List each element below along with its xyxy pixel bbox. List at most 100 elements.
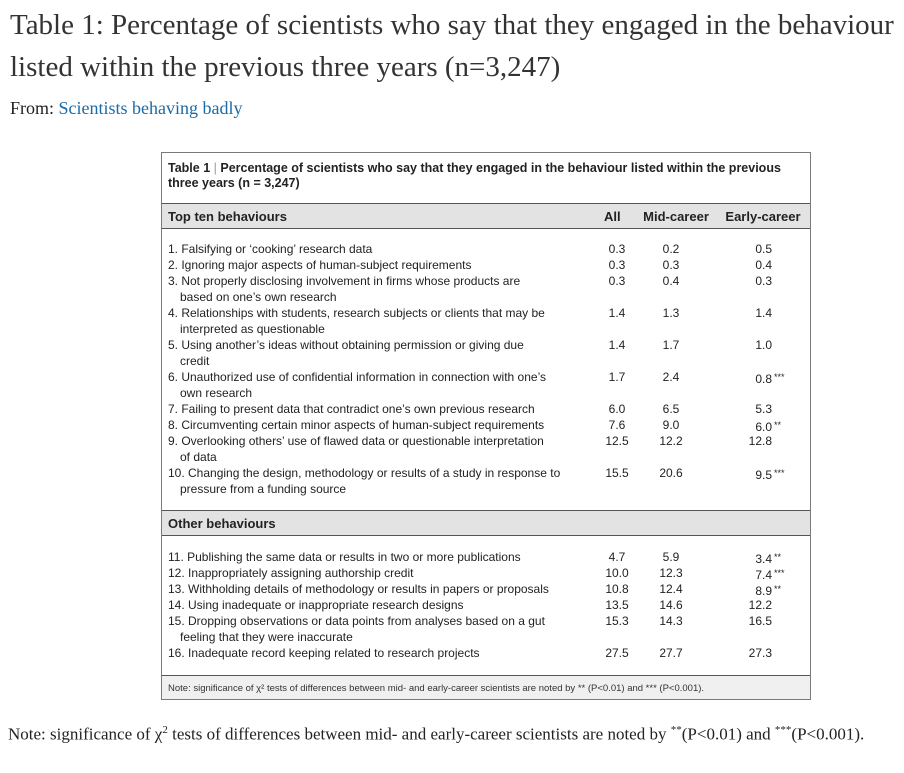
behaviour-label-line: 13. Withholding details of methodology o…: [168, 582, 549, 596]
column-header-all: All: [604, 209, 621, 224]
value-all: 27.5: [605, 646, 629, 660]
value-mid-career: 9.0: [662, 418, 680, 432]
value-mid-career: 12.2: [659, 434, 683, 448]
value-early-career: 3.4 **: [734, 549, 804, 567]
significance-marker: ***: [774, 568, 785, 578]
behaviour-label: 13. Withholding details of methodology o…: [168, 581, 568, 597]
behaviour-label: 4. Relationships with students, research…: [168, 305, 568, 337]
table-row: 9. Overlooking others’ use of flawed dat…: [162, 433, 810, 465]
value-mid-career: 14.3: [659, 614, 683, 628]
value-early-career-number: 6.0: [755, 420, 772, 434]
value-mid-career: 6.5: [662, 402, 680, 416]
value-early-career-number: 7.4: [755, 568, 772, 582]
value-all: 12.5: [605, 434, 629, 448]
table-row: 1. Falsifying or ‘cooking’ research data…: [162, 241, 810, 257]
footnote-sig-triple: ***: [774, 724, 792, 736]
value-early-career: 16.5: [734, 613, 804, 629]
column-header-mid-career: Mid-career: [643, 209, 709, 224]
behaviour-label-line: 8. Circumventing certain minor aspects o…: [168, 418, 545, 432]
value-early-career: 12.8: [734, 433, 804, 449]
value-all: 6.0: [608, 402, 626, 416]
value-mid-career: 20.6: [659, 466, 683, 480]
value-early-career: 0.5: [734, 241, 804, 257]
behaviour-label-line: 10. Changing the design, methodology or …: [168, 466, 561, 480]
value-all: 0.3: [608, 242, 626, 256]
table-row: 6. Unauthorized use of confidential info…: [162, 369, 810, 401]
value-early-career: 7.4 ***: [734, 565, 804, 583]
behaviour-label-line: 11. Publishing the same data or results …: [168, 550, 521, 564]
value-early-career: 12.2: [734, 597, 804, 613]
behaviour-label: 15. Dropping observations or data points…: [168, 613, 568, 645]
behaviour-label: 16. Inadequate record keeping related to…: [168, 645, 568, 661]
source-article-link[interactable]: Scientists behaving badly: [58, 98, 243, 118]
behaviour-label-line: 6. Unauthorized use of confidential info…: [168, 370, 547, 384]
behaviour-label-line: 12. Inappropriately assigning authorship…: [168, 566, 414, 580]
behaviour-label: 10. Changing the design, methodology or …: [168, 465, 568, 497]
table-row: 13. Withholding details of methodology o…: [162, 581, 810, 599]
value-early-career: 8.9 **: [734, 581, 804, 599]
other-behaviour-rows: 11. Publishing the same data or results …: [162, 549, 810, 661]
value-early-career: 0.4: [734, 257, 804, 273]
footnote-text: tests of differences between mid- and ea…: [167, 724, 671, 744]
value-all: 10.0: [605, 566, 629, 580]
behaviour-label: 2. Ignoring major aspects of human-subje…: [168, 257, 568, 273]
value-early-career-number: 0.4: [755, 258, 772, 272]
section-header-other: Other behaviours: [162, 510, 810, 536]
value-all: 15.5: [605, 466, 629, 480]
table-row: 10. Changing the design, methodology or …: [162, 465, 810, 497]
value-all: 13.5: [605, 598, 629, 612]
table-row: 4. Relationships with students, research…: [162, 305, 810, 337]
value-early-career-number: 9.5: [755, 468, 772, 482]
significance-marker: **: [774, 420, 782, 430]
table-row: 15. Dropping observations or data points…: [162, 613, 810, 645]
footnote-sig-double: **: [670, 724, 682, 736]
value-early-career-number: 1.0: [755, 338, 772, 352]
behaviour-label: 11. Publishing the same data or results …: [168, 549, 568, 565]
table-row: 5. Using another’s ideas without obtaini…: [162, 337, 810, 369]
footnote-text: (P<0.01) and: [681, 724, 775, 744]
table-figure: Table 1 | Percentage of scientists who s…: [161, 152, 811, 700]
behaviour-label-line: interpreted as questionable: [180, 322, 325, 336]
behaviour-label-line: 5. Using another’s ideas without obtaini…: [168, 338, 524, 352]
behaviour-label: 7. Failing to present data that contradi…: [168, 401, 568, 417]
figure-note: Note: significance of χ² tests of differ…: [162, 675, 810, 699]
behaviour-label: 1. Falsifying or ‘cooking’ research data: [168, 241, 568, 257]
behaviour-label: 6. Unauthorized use of confidential info…: [168, 369, 568, 401]
behaviour-label: 5. Using another’s ideas without obtaini…: [168, 337, 568, 369]
behaviour-label: 9. Overlooking others’ use of flawed dat…: [168, 433, 568, 465]
behaviour-label-line: own research: [180, 386, 253, 400]
value-mid-career: 12.3: [659, 566, 683, 580]
table-row: 2. Ignoring major aspects of human-subje…: [162, 257, 810, 273]
column-header-early-career: Early-career: [725, 209, 801, 224]
value-mid-career: 27.7: [659, 646, 683, 660]
value-early-career: 5.3: [734, 401, 804, 417]
table-row: 14. Using inadequate or inappropriate re…: [162, 597, 810, 613]
value-mid-career: 1.7: [662, 338, 680, 352]
behaviour-label-line: 15. Dropping observations or data points…: [168, 614, 545, 628]
section-heading: Other behaviours: [168, 516, 276, 531]
value-early-career-number: 0.5: [755, 242, 772, 256]
table-row: 7. Failing to present data that contradi…: [162, 401, 810, 417]
behaviour-label-line: 7. Failing to present data that contradi…: [168, 402, 535, 416]
value-early-career-number: 8.9: [755, 584, 772, 598]
behaviour-label-line: 9. Overlooking others’ use of flawed dat…: [168, 434, 544, 448]
behaviour-label-line: of data: [180, 450, 217, 464]
value-early-career: 0.3: [734, 273, 804, 289]
table-row: 3. Not properly disclosing involvement i…: [162, 273, 810, 305]
value-all: 15.3: [605, 614, 629, 628]
from-line: From: Scientists behaving badly: [10, 98, 243, 119]
top-ten-rows: 1. Falsifying or ‘cooking’ research data…: [162, 241, 810, 497]
table-row: 8. Circumventing certain minor aspects o…: [162, 417, 810, 435]
value-mid-career: 14.6: [659, 598, 683, 612]
value-early-career: 6.0 **: [734, 417, 804, 435]
value-mid-career: 5.9: [662, 550, 680, 564]
significance-marker: **: [774, 552, 782, 562]
behaviour-label-line: pressure from a funding source: [180, 482, 347, 496]
section-heading: Top ten behaviours: [168, 209, 287, 224]
value-all: 1.7: [608, 370, 626, 384]
significance-marker: ***: [774, 468, 785, 478]
value-all: 7.6: [608, 418, 626, 432]
page-footnote: Note: significance of χ2 tests of differ…: [8, 716, 898, 749]
behaviour-label: 12. Inappropriately assigning authorship…: [168, 565, 568, 581]
figure-title-text: Percentage of scientists who say that th…: [168, 161, 781, 190]
